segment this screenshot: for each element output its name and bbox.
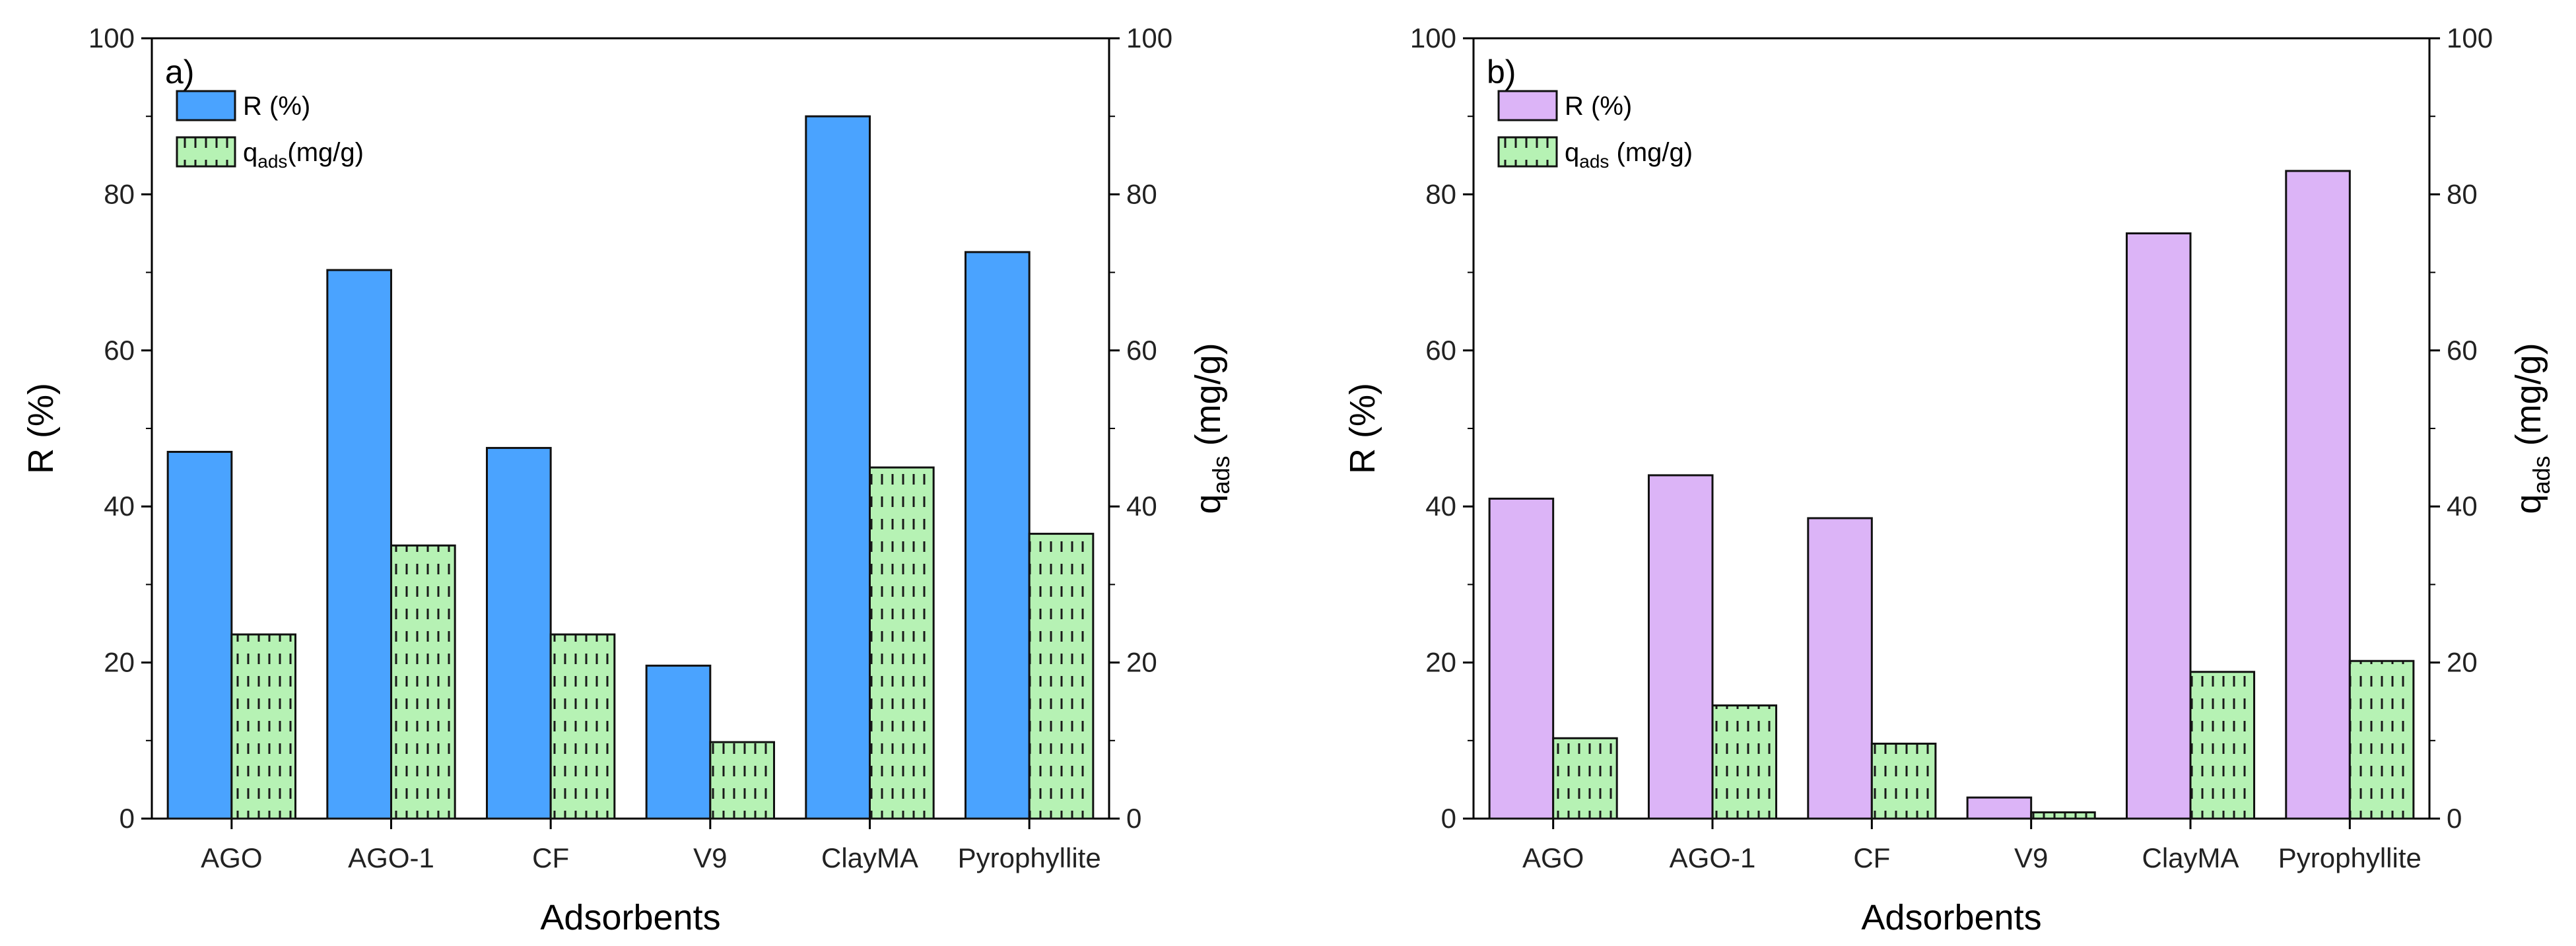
bar-r-cf [486,447,552,820]
x-tick-label: AGO-1 [348,842,434,873]
bar-r-clayma [805,115,871,820]
y-tick-label: 20 [1425,647,1456,678]
y-tick-label: 100 [1410,22,1456,53]
y2-axis-title: qads (mg/g) [1188,343,1235,514]
legend-swatch-r [1497,90,1558,121]
bar-r-v9 [1966,796,2033,820]
bar-q-v9 [709,741,776,820]
bar-q-cf [1870,743,1937,820]
bar-q-pyrophyllite [1028,533,1095,820]
y-axis-title: R (%) [1343,383,1382,474]
legend-swatch-q [176,136,236,168]
x-axis-title: Adsorbents [1861,898,2041,937]
legend-label-q: qads(mg/g) [243,138,364,172]
bar-q-pyrophyllite [2348,659,2415,820]
legend-q-sub: ads [257,151,287,172]
bar-q-ago [1552,737,1618,820]
bar-r-pyrophyllite [2285,170,2351,820]
y2-tick-label: 60 [1126,335,1157,366]
x-tick-label: V9 [2014,842,2048,873]
y-tick-label: 60 [104,335,135,366]
bar-r-v9 [645,664,712,820]
y2-axis-title: qads (mg/g) [2509,343,2555,514]
chart-panel-a: 0 20 40 60 80 100 0 20 40 60 80 100 AGO AGO-1 CF V9 Clay… [21,22,1235,937]
legend-label-q: qads (mg/g) [1565,138,1693,172]
y2-title-unit: (mg/g) [2509,343,2548,456]
x-tick-label: AGO [201,842,262,873]
y-tick-label: 20 [104,647,135,678]
y2-tick-label: 60 [2447,335,2478,366]
legend-q-unit: (mg/g) [1609,138,1693,167]
y-tick-label: 40 [1425,490,1456,522]
panel-label: b) [1487,53,1516,90]
legend-q-main: q [1565,138,1579,167]
panel-label: a) [165,53,194,90]
x-tick-label: V9 [693,842,727,873]
y2-title-main: q [1188,494,1228,514]
y2-tick-label: 40 [1126,490,1157,522]
x-tick-label: CF [1853,842,1890,873]
y2-tick-label: 20 [2447,647,2478,678]
y2-tick-label: 100 [2447,22,2493,53]
y2-title-sub: ads [2528,456,2555,494]
legend-label-r: R (%) [1565,92,1632,121]
legend-q-main: q [243,138,257,167]
legend-label-r: R (%) [243,92,310,121]
bar-r-ago-1 [1647,474,1714,820]
bar-r-cf [1807,517,1873,820]
y2-title-sub: ads [1207,456,1235,494]
y2-tick-label: 80 [1126,178,1157,209]
y-tick-label: 100 [88,22,135,53]
bar-q-cf [549,633,616,820]
y2-tick-label: 40 [2447,490,2478,522]
bar-q-ago [230,633,297,820]
y-axis-title: R (%) [21,383,61,474]
x-tick-label: CF [532,842,569,873]
bar-r-ago [1488,497,1555,820]
y-tick-label: 80 [104,178,135,209]
bar-r-ago [166,450,233,820]
y2-tick-label: 0 [1126,803,1141,834]
bar-r-pyrophyllite [965,251,1031,820]
y2-tick-label: 0 [2447,803,2462,834]
y2-tick-label: 80 [2447,178,2478,209]
y2-title-main: q [2509,494,2548,514]
x-tick-label: Pyrophyllite [2278,842,2422,873]
y-tick-label: 60 [1425,335,1456,366]
bar-q-clayma [2189,671,2256,820]
x-tick-label: AGO [1522,842,1584,873]
x-tick-label: Pyrophyllite [958,842,1101,873]
bar-q-clayma [869,466,935,820]
y-tick-label: 0 [119,803,135,834]
chart-panel-b: 0 20 40 60 80 100 0 20 40 60 80 100 AGO AGO-1 CF V9 Clay… [1343,22,2555,937]
legend-q-unit: (mg/g) [287,138,364,167]
bar-q-ago-1 [390,544,456,820]
y2-title-unit: (mg/g) [1188,343,1228,456]
y2-tick-label: 100 [1126,22,1172,53]
x-axis-title: Adsorbents [540,898,720,937]
y-tick-label: 40 [104,490,135,522]
x-tick-label: ClayMA [821,842,918,873]
bar-r-clayma [2125,232,2192,820]
x-tick-label: AGO-1 [1670,842,1756,873]
legend-swatch-r [176,90,236,121]
x-tick-label: ClayMA [2142,842,2239,873]
legend-swatch-q [1497,136,1558,168]
y-tick-label: 0 [1441,803,1456,834]
y-tick-label: 80 [1425,178,1456,209]
bar-q-ago-1 [1711,704,1778,820]
bar-q-v9 [2030,811,2096,820]
legend-q-sub: ads [1579,151,1609,172]
bar-r-ago-1 [326,269,393,820]
y2-tick-label: 20 [1126,647,1157,678]
